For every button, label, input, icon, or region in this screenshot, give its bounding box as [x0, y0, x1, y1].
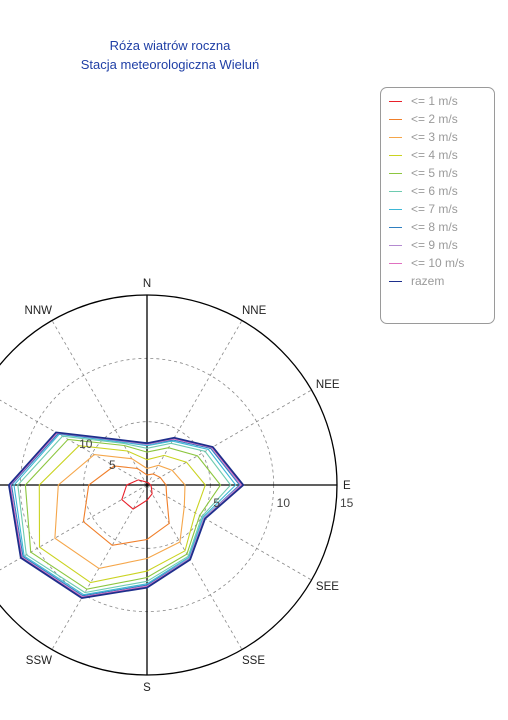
series-5-line	[24, 438, 222, 590]
direction-label-NEE: NEE	[316, 379, 340, 391]
spoke-SSE	[146, 484, 243, 650]
spoke-NEE	[146, 389, 312, 486]
direction-label-N: N	[143, 278, 151, 290]
legend-item-9: <= 9 m/s	[389, 236, 494, 254]
ring-tick-east-15: 15	[340, 496, 354, 510]
ring-tick-east-10: 10	[277, 496, 291, 510]
legend-label: razem	[411, 274, 445, 288]
legend-swatch	[389, 226, 402, 228]
legend-label: <= 8 m/s	[411, 220, 458, 234]
spoke-NNW	[51, 320, 148, 486]
polar-grid	[0, 294, 338, 676]
legend-item-2: <= 2 m/s	[389, 110, 494, 128]
ring-tick-west-10: 10	[79, 437, 93, 451]
direction-label-SEE: SEE	[316, 581, 339, 593]
spoke-SEE	[146, 484, 312, 581]
chart-title-line-2: Stacja meteorologiczna Wieluń	[80, 57, 260, 72]
legend-label: <= 7 m/s	[411, 202, 458, 216]
legend-label: <= 6 m/s	[411, 184, 458, 198]
legend-label: <= 3 m/s	[411, 130, 458, 144]
legend: <= 1 m/s <= 2 m/s <= 3 m/s <= 4 m/s <= 5 m/s…	[380, 87, 495, 324]
direction-label-SSE: SSE	[242, 655, 265, 667]
legend-swatch	[389, 190, 402, 192]
direction-label-NNW: NNW	[25, 305, 53, 317]
series-3-line	[54, 454, 186, 569]
legend-swatch	[389, 154, 402, 156]
series-1-line	[121, 479, 153, 510]
direction-label-SSW: SSW	[26, 655, 52, 667]
direction-label-NNE: NNE	[242, 305, 267, 317]
spoke-NNE	[146, 320, 243, 486]
legend-item-1: <= 1 m/s	[389, 92, 494, 110]
legend-label: <= 10 m/s	[411, 256, 465, 270]
series-layer	[7, 431, 245, 599]
legend-label: <= 4 m/s	[411, 148, 458, 162]
legend-item-4: <= 4 m/s	[389, 146, 494, 164]
direction-label-E: E	[343, 480, 351, 492]
legend-item-5: <= 5 m/s	[389, 164, 494, 182]
legend-swatch	[389, 244, 402, 246]
spoke-SWW	[0, 484, 148, 571]
legend-label: <= 1 m/s	[411, 94, 458, 108]
legend-swatch	[389, 280, 402, 282]
legend-swatch	[389, 262, 402, 264]
legend-swatch	[389, 118, 402, 120]
legend-label: <= 9 m/s	[411, 238, 458, 252]
series-6-line	[17, 435, 232, 594]
legend-label: <= 2 m/s	[411, 112, 458, 126]
legend-item-11: razem	[389, 272, 494, 290]
ring-tick-labels: 5 10 15 5 10	[79, 437, 354, 510]
legend-item-6: <= 6 m/s	[389, 182, 494, 200]
chart-title: Róża wiatrów roczna Stacja meteorologicz…	[0, 36, 340, 74]
spoke-SSW	[51, 484, 148, 650]
legend-item-3: <= 3 m/s	[389, 128, 494, 146]
spoke-NWW	[0, 399, 148, 486]
legend-label: <= 5 m/s	[411, 166, 458, 180]
ring-tick-west-5: 5	[109, 458, 116, 472]
chart-title-line-1: Róża wiatrów roczna	[109, 38, 231, 53]
series-4-line	[38, 445, 206, 584]
legend-swatch	[389, 208, 402, 210]
legend-swatch	[389, 100, 402, 102]
legend-swatch	[389, 172, 402, 174]
legend-item-7: <= 7 m/s	[389, 200, 494, 218]
legend-item-10: <= 10 m/s	[389, 254, 494, 272]
series-11-line	[7, 431, 245, 599]
direction-labels: N NNE NEE E SEE SSE S SSW NNW	[25, 278, 351, 694]
legend-swatch	[389, 136, 402, 138]
ring-tick-east-5: 5	[213, 496, 220, 510]
legend-item-8: <= 8 m/s	[389, 218, 494, 236]
series-2-line	[82, 465, 170, 546]
direction-label-S: S	[143, 682, 151, 694]
